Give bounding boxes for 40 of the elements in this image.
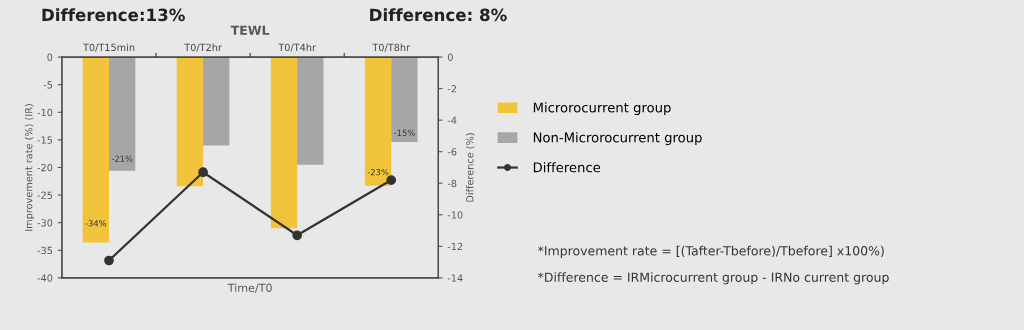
y-tick-label: -40 <box>37 274 53 282</box>
y-tick-label: -25 <box>37 191 53 199</box>
data-label: -15% <box>394 129 415 136</box>
point <box>104 255 114 266</box>
data-label: -23% <box>367 168 389 176</box>
x-tick-label: T0/T15min <box>82 43 135 52</box>
y-tick-label: -10 <box>37 108 53 117</box>
point <box>198 167 208 178</box>
y2-tick-label: -4 <box>447 116 457 124</box>
data-label: -34% <box>85 220 107 227</box>
text: Difference:13% <box>42 8 185 22</box>
y2-tick-label: -12 <box>447 242 463 251</box>
y2-tick-label: -2 <box>447 85 457 93</box>
y2-tick-label: -14 <box>447 274 463 282</box>
legend-label: Difference <box>533 162 601 173</box>
text: *Difference = IRMicrocurrent group - IRNo current group <box>537 272 889 285</box>
text: Difference: 8% <box>370 8 507 22</box>
y-tick-label: -20 <box>37 163 53 172</box>
y-tick-label: -5 <box>43 81 53 89</box>
y-tick-label: -15 <box>37 136 53 144</box>
point <box>386 175 397 185</box>
y2-tick-label: -10 <box>447 211 463 219</box>
y2-tick-label: -8 <box>447 179 457 188</box>
x-axis-title: Time/T0 <box>227 283 272 293</box>
legend-label: Microrocurrent group <box>533 102 671 116</box>
x-tick-label: T0/T2hr <box>184 43 222 52</box>
y-axis-title: Improvement rate (%) (IR) <box>24 104 35 231</box>
chart-title: TEWL <box>230 25 270 35</box>
y2-tick-label: 0 <box>447 53 453 61</box>
y-tick-label: -35 <box>37 246 53 255</box>
legend-label: Non-Microrocurrent group <box>533 132 702 145</box>
y2-axis-title: Difference (%) <box>465 133 475 202</box>
data-label: -21% <box>111 155 133 162</box>
y-tick-label: -30 <box>37 219 53 227</box>
y2-tick-label: -6 <box>447 148 457 156</box>
text: *Improvement rate = [(Tafter-Tbefore)/Tbefore] x100%) <box>537 245 884 258</box>
y-tick-label: 0 <box>47 53 53 61</box>
point <box>292 230 303 241</box>
x-tick-label: T0/T8hr <box>372 43 411 52</box>
x-tick-label: T0/T4hr <box>278 43 316 52</box>
